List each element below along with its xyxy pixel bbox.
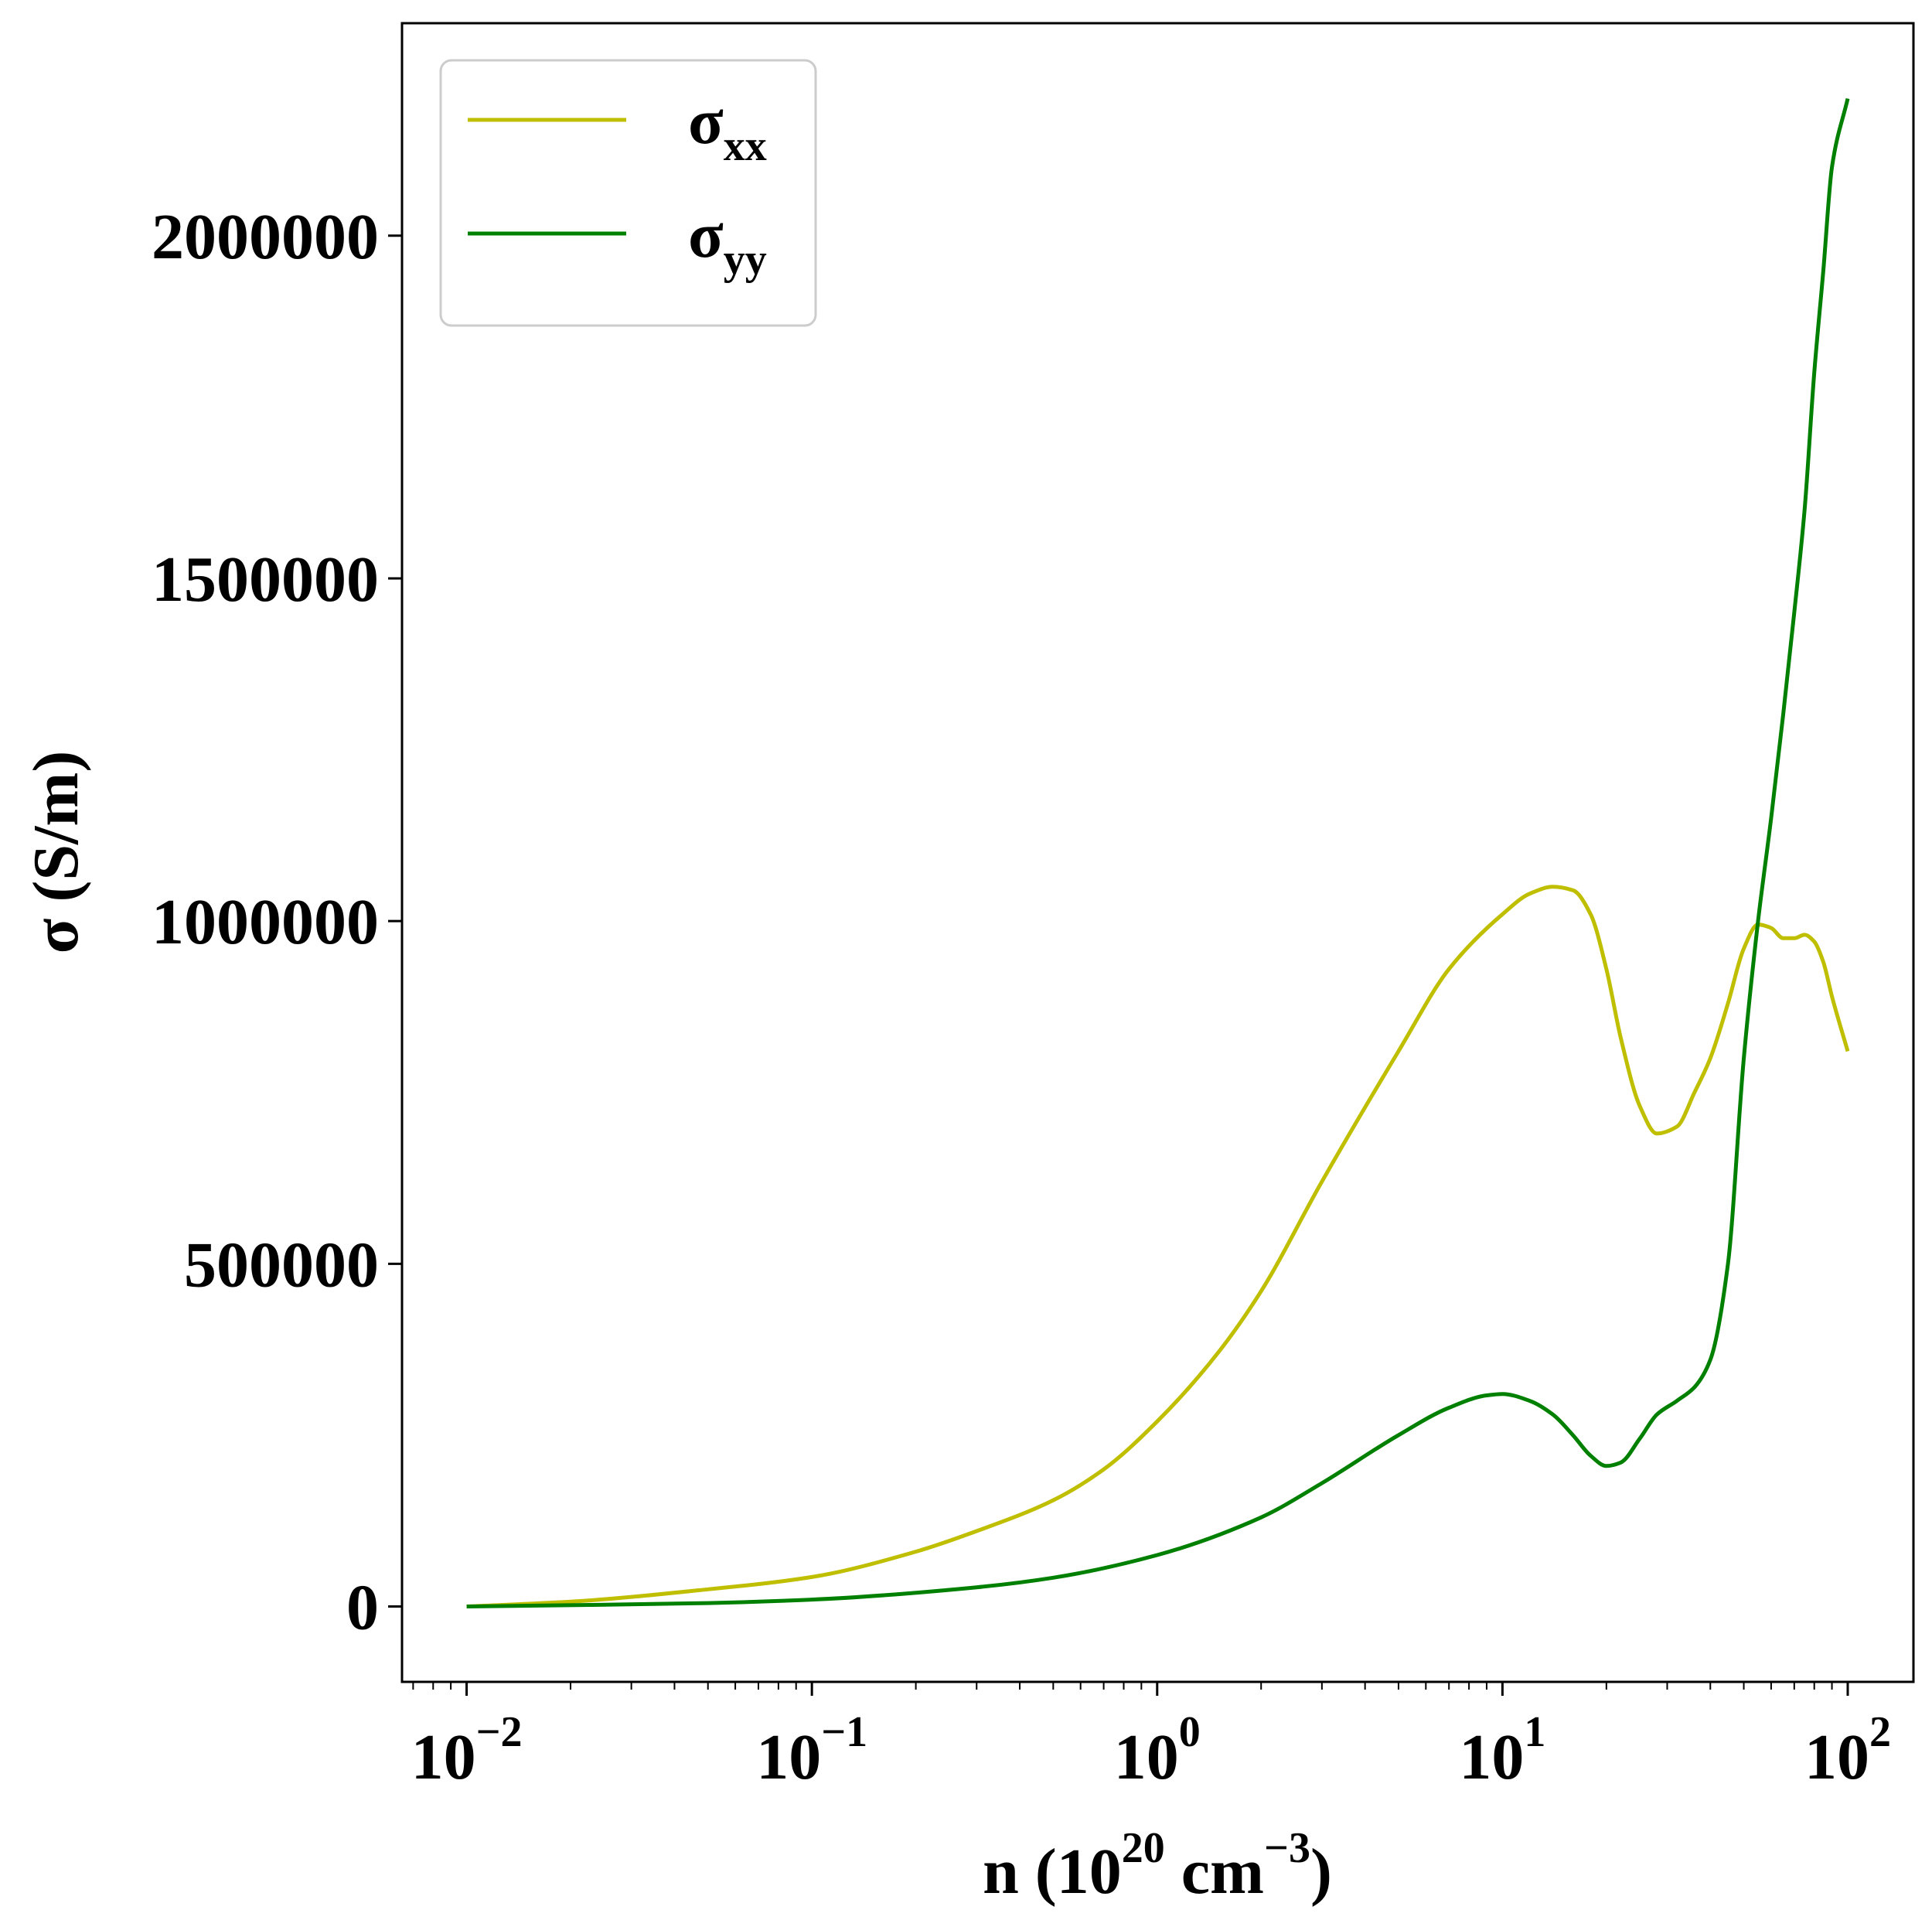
x-minor-ticks bbox=[412, 1682, 1833, 1690]
legend-label-xx: σxx bbox=[688, 86, 767, 170]
series-line-xx bbox=[466, 885, 1850, 1608]
legend-label-yy: σyy bbox=[688, 200, 767, 284]
x-tick-label: 10−1 bbox=[756, 1708, 867, 1793]
x-axis-label: n (1020 cm−3) bbox=[983, 1824, 1332, 1908]
x-tick-label: 100 bbox=[1114, 1708, 1201, 1793]
y-ticks: 0 500000 1000000 1500000 2000000 bbox=[152, 201, 402, 1644]
y-tick-label: 1000000 bbox=[152, 886, 379, 958]
x-tick-label: 10−2 bbox=[411, 1708, 523, 1793]
x-major-ticks: 10−2 10−1 100 101 102 bbox=[411, 1682, 1891, 1793]
y-tick-label: 500000 bbox=[184, 1229, 379, 1301]
series-layer bbox=[466, 97, 1850, 1608]
legend-box bbox=[439, 59, 817, 327]
legend: σxx σyy bbox=[439, 59, 817, 327]
y-tick-label: 1500000 bbox=[152, 544, 379, 616]
y-axis-label: σ (S/m) bbox=[20, 751, 92, 954]
y-tick-label: 0 bbox=[346, 1572, 379, 1644]
x-tick-label: 102 bbox=[1804, 1708, 1891, 1793]
y-tick-label: 2000000 bbox=[152, 201, 379, 273]
x-tick-label: 101 bbox=[1459, 1708, 1545, 1793]
series-line-yy bbox=[466, 97, 1850, 1608]
